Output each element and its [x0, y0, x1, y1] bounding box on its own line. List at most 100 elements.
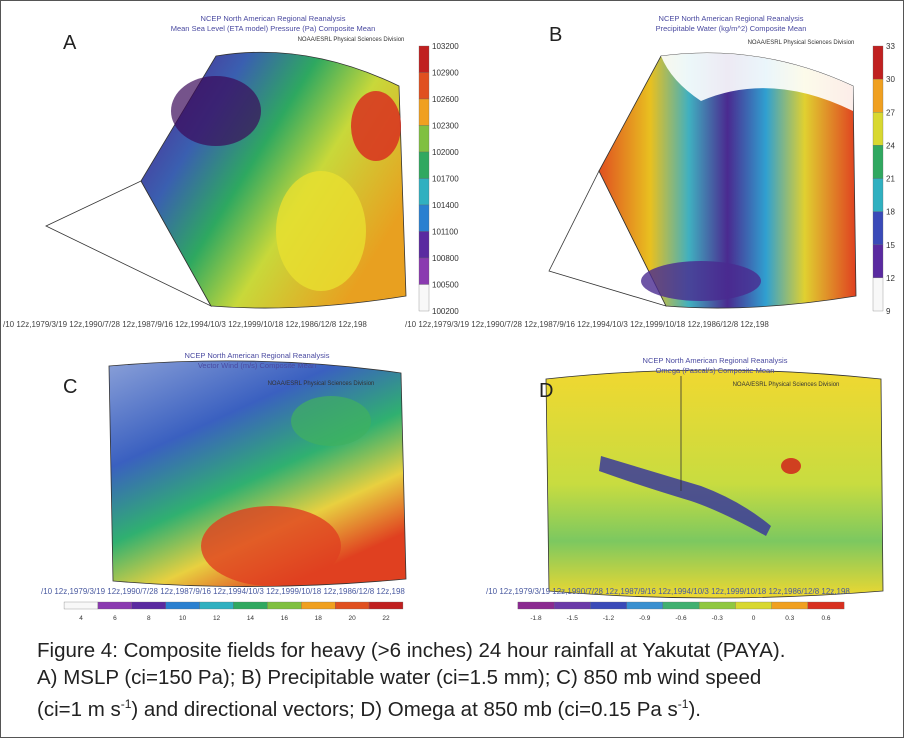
- colorbar-label: -0.6: [675, 615, 687, 622]
- colorbar-label: 18: [886, 208, 895, 217]
- colorbar-segment: [808, 602, 844, 609]
- panel-credit: NOAA/ESRL Physical Sciences Division: [298, 37, 405, 43]
- colorbar-segment: [735, 602, 771, 609]
- map-feature: [201, 506, 341, 586]
- colorbar-segment: [419, 46, 429, 73]
- colorbar-segment: [335, 602, 369, 609]
- colorbar-segment: [873, 79, 883, 112]
- panel-credit: NOAA/ESRL Physical Sciences Division: [733, 382, 840, 388]
- colorbar-segment: [419, 73, 429, 100]
- colorbar-label: 101100: [432, 228, 459, 237]
- colorbar-label: 15: [886, 241, 895, 250]
- colorbar-label: 6: [113, 615, 117, 622]
- colorbar-segment: [166, 602, 200, 609]
- colorbar-label: 100200: [432, 307, 459, 316]
- colorbar-label: 0: [752, 615, 756, 622]
- figure: A NCEP North American Regional Reanalysis…: [0, 0, 904, 738]
- colorbar-label: 14: [247, 615, 255, 622]
- caption-line: Figure 4: Composite fields for heavy (>6…: [37, 637, 785, 664]
- panel-title: Vector Wind (m/s) Composite Mean: [198, 361, 316, 370]
- panel-title: NCEP North American Regional Reanalysis: [185, 351, 330, 360]
- panel-title: NCEP North American Regional Reanalysis: [201, 14, 346, 23]
- colorbar-segment: [699, 602, 735, 609]
- colorbar-label: 33: [886, 42, 895, 51]
- caption-text: ).: [688, 698, 701, 721]
- colorbar-segment: [873, 278, 883, 311]
- colorbar-label: 102600: [432, 95, 459, 104]
- colorbar-label: 100800: [432, 254, 459, 263]
- colorbar-segment: [873, 179, 883, 212]
- colorbar-label: 12: [213, 615, 221, 622]
- map-feature: [351, 91, 401, 161]
- colorbar-segment: [663, 602, 699, 609]
- colorbar-segment: [419, 258, 429, 285]
- colorbar-segment: [873, 46, 883, 79]
- panel-credit: NOAA/ESRL Physical Sciences Division: [268, 381, 375, 387]
- colorbar-label: 12: [886, 274, 895, 283]
- colorbar-label: 101700: [432, 175, 459, 184]
- caption-text: (ci=1 m s: [37, 698, 121, 721]
- colorbar-label: 30: [886, 75, 895, 84]
- colorbar-label: 20: [348, 615, 356, 622]
- map-d: [546, 370, 883, 598]
- colorbar-segment: [518, 602, 554, 609]
- colorbar-segment: [627, 602, 663, 609]
- colorbar-segment: [200, 602, 234, 609]
- colorbar-segment: [590, 602, 626, 609]
- colorbar-label: 8: [147, 615, 151, 622]
- colorbar-label: 22: [382, 615, 390, 622]
- colorbar-label: 4: [79, 615, 83, 622]
- colorbar-segment: [419, 99, 429, 126]
- colorbar-label: 102900: [432, 69, 459, 78]
- caption-line: A) MSLP (ci=150 Pa); B) Precipitable wat…: [37, 664, 785, 691]
- colorbar-segment: [873, 145, 883, 178]
- panel-dates: /10 12z,1979/3/19 12z,1990/7/28 12z,1987…: [41, 587, 405, 596]
- colorbar-label: 21: [886, 175, 895, 184]
- colorbar-segment: [234, 602, 268, 609]
- colorbar-label: -1.2: [603, 615, 615, 622]
- colorbar-segment: [419, 285, 429, 312]
- panel-credit: NOAA/ESRL Physical Sciences Division: [748, 40, 855, 46]
- colorbar-label: -1.5: [567, 615, 579, 622]
- map-feature: [641, 261, 761, 301]
- colorbar-segment: [64, 602, 98, 609]
- panel-letter: C: [63, 376, 77, 398]
- colorbar-label: 101400: [432, 201, 459, 210]
- colorbar-label: 0.6: [821, 615, 830, 622]
- colorbar-segment: [873, 212, 883, 245]
- panels: A NCEP North American Regional Reanalysis…: [1, 1, 903, 631]
- colorbar-segment: [873, 245, 883, 278]
- panel-title: NCEP North American Regional Reanalysis: [659, 14, 804, 23]
- colorbar-label: 18: [315, 615, 323, 622]
- colorbar-label: 9: [886, 307, 891, 316]
- map-feature: [291, 396, 371, 446]
- map-feature: [781, 458, 801, 474]
- panel-dates: /10 12z,1979/3/19 12z,1990/7/28 12z,1987…: [486, 587, 850, 596]
- panel-dates: /10 12z,1979/3/19 12z,1990/7/28 12z,1987…: [3, 320, 367, 329]
- colorbar-segment: [132, 602, 166, 609]
- colorbar-label: 27: [886, 108, 895, 117]
- panel-letter: B: [549, 24, 562, 46]
- colorbar-segment: [369, 602, 403, 609]
- caption: Figure 4: Composite fields for heavy (>6…: [37, 637, 785, 723]
- colorbar-label: 10: [179, 615, 187, 622]
- panel-letter: D: [539, 380, 553, 402]
- colorbar-segment: [419, 232, 429, 259]
- colorbar-segment: [267, 602, 301, 609]
- colorbar-segment: [301, 602, 335, 609]
- colorbar-segment: [873, 112, 883, 145]
- panel-title: Precipitable Water (kg/m^2) Composite Me…: [656, 24, 807, 33]
- panel-letter: A: [63, 32, 77, 54]
- colorbar-label: -0.9: [639, 615, 651, 622]
- caption-line: (ci=1 m s-1) and directional vectors; D)…: [37, 691, 785, 723]
- panel-title: Mean Sea Level (ETA model) Pressure (Pa)…: [171, 24, 376, 33]
- caption-text: ) and directional vectors; D) Omega at 8…: [131, 698, 677, 721]
- colorbar-segment: [554, 602, 590, 609]
- panel-title: NCEP North American Regional Reanalysis: [643, 356, 788, 365]
- colorbar-segment: [98, 602, 132, 609]
- colorbar-label: 103200: [432, 42, 459, 51]
- colorbar-label: 102300: [432, 122, 459, 131]
- colorbar-label: -0.3: [712, 615, 724, 622]
- colorbar-label: -1.8: [530, 615, 542, 622]
- panel-title: Omega (Pascal/s) Composite Mean: [656, 366, 775, 375]
